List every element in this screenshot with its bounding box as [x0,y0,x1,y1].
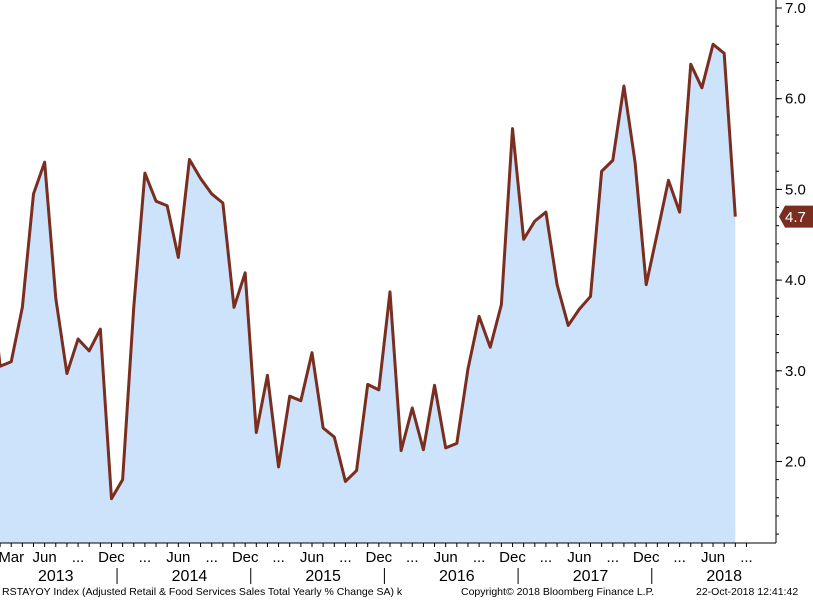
x-month-label: ... [272,549,285,566]
x-month-label: Dec [365,549,392,566]
x-month-label: Jun [166,549,190,566]
x-month-label: ... [673,549,686,566]
footer-copyright: Copyright© 2018 Bloomberg Finance L.P. [461,586,655,598]
y-tick-label: 7.0 [785,0,806,17]
x-month-label: Dec [232,549,259,566]
x-month-label: Jun [300,549,324,566]
x-year-label: 2014 [172,568,208,585]
axes: 7.0 6.0 5.0 4.0 3.0 2.0 4.7 Mar Jun... Dec... Jun.… [0,0,813,585]
x-month-label: Jun [701,549,725,566]
x-month-label: Jun [567,549,591,566]
x-month-label: ... [473,549,486,566]
x-month-label: ... [740,549,753,566]
x-year-label: 2013 [38,568,74,585]
x-month-label: Dec [633,549,660,566]
x-year-label: 2017 [573,568,609,585]
x-month-label: ... [540,549,553,566]
x-month-label: ... [139,549,152,566]
x-month-label: Dec [499,549,526,566]
y-tick-label: 3.0 [785,363,806,380]
x-month-label: Jun [33,549,57,566]
series-line [0,42,737,501]
y-tick-label: 2.0 [785,454,806,471]
x-month-label: ... [205,549,218,566]
x-month-label: Mar [0,549,24,566]
plot-area [0,42,737,543]
x-year-label: 2018 [706,568,742,585]
x-month-label: ... [607,549,620,566]
x-month-label: ... [72,549,85,566]
x-year-label: 2015 [305,568,341,585]
y-tick-label: 5.0 [785,181,806,198]
last-value-label: 4.7 [785,209,806,226]
x-month-label: ... [406,549,419,566]
y-tick-label: 4.0 [785,272,806,289]
x-month-label: Dec [98,549,125,566]
x-month-label: ... [339,549,352,566]
series-area-fill [0,44,736,543]
y-tick-label: 6.0 [785,91,806,108]
footer-timestamp: 22-Oct-2018 12:41:42 [696,586,799,598]
x-month-label: Jun [434,549,458,566]
last-value-tag [779,205,813,228]
footer-index-description: RSTAYOY Index (Adjusted Retail & Food Se… [2,586,403,598]
x-year-label: 2016 [439,568,475,585]
